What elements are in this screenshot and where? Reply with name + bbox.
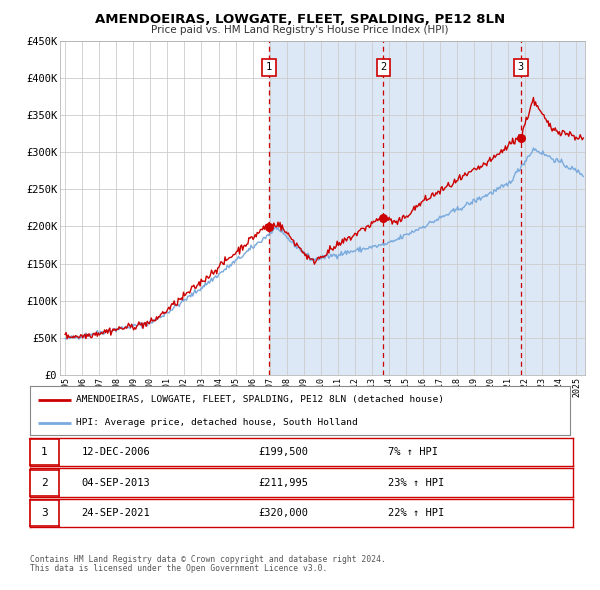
Text: AMENDOEIRAS, LOWGATE, FLEET, SPALDING, PE12 8LN (detached house): AMENDOEIRAS, LOWGATE, FLEET, SPALDING, P… (76, 395, 444, 404)
Text: 23% ↑ HPI: 23% ↑ HPI (388, 478, 445, 487)
Text: 24-SEP-2021: 24-SEP-2021 (82, 509, 151, 518)
Bar (269, 41, 383, 375)
Text: £320,000: £320,000 (258, 509, 308, 518)
Text: HPI: Average price, detached house, South Holland: HPI: Average price, detached house, Sout… (76, 418, 358, 427)
Text: 04-SEP-2013: 04-SEP-2013 (82, 478, 151, 487)
Bar (383, 41, 521, 375)
Text: This data is licensed under the Open Government Licence v3.0.: This data is licensed under the Open Gov… (30, 564, 328, 573)
Text: AMENDOEIRAS, LOWGATE, FLEET, SPALDING, PE12 8LN: AMENDOEIRAS, LOWGATE, FLEET, SPALDING, P… (95, 13, 505, 26)
Text: 2: 2 (41, 478, 48, 487)
Text: 22% ↑ HPI: 22% ↑ HPI (388, 509, 445, 518)
Text: 3: 3 (41, 509, 48, 518)
Text: Contains HM Land Registry data © Crown copyright and database right 2024.: Contains HM Land Registry data © Crown c… (30, 555, 386, 563)
Text: £211,995: £211,995 (258, 478, 308, 487)
Text: 12-DEC-2006: 12-DEC-2006 (82, 447, 151, 457)
Text: 3: 3 (518, 62, 524, 72)
Text: 2: 2 (380, 62, 386, 72)
Text: 1: 1 (41, 447, 48, 457)
Text: £199,500: £199,500 (258, 447, 308, 457)
Text: 7% ↑ HPI: 7% ↑ HPI (388, 447, 439, 457)
Text: 1: 1 (266, 62, 272, 72)
Bar (521, 41, 585, 375)
Text: Price paid vs. HM Land Registry's House Price Index (HPI): Price paid vs. HM Land Registry's House … (151, 25, 449, 35)
